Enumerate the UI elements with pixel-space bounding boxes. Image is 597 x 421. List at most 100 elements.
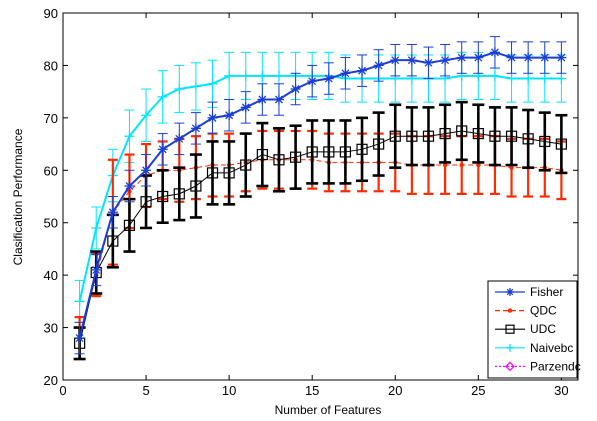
x-axis-title: Number of Features (275, 403, 382, 417)
data-point-udc (206, 167, 219, 179)
data-point-fisher-stroke (341, 69, 350, 78)
data-point-naivebc (224, 70, 235, 81)
data-point-qdc (459, 162, 464, 168)
data-point-naivebc (273, 70, 284, 81)
legend-marker-udc (505, 324, 515, 334)
series-layer (73, 36, 568, 361)
data-point-naivebc (207, 78, 218, 89)
data-point-fisher-stroke (540, 53, 549, 62)
data-point-udc (323, 146, 335, 158)
legend-item-udc: UDC (495, 322, 556, 336)
data-point-fisher-stroke (75, 334, 84, 343)
data-point-qdc-shape (476, 162, 481, 168)
data-point-udc-shape (223, 167, 235, 179)
data-point-naivebc (489, 70, 500, 81)
data-point-udc (140, 196, 152, 208)
data-point-fisher (257, 94, 268, 105)
data-point-udc-shape (339, 146, 352, 158)
data-point-udc (489, 130, 501, 142)
data-point-fisher-stroke (557, 53, 566, 62)
y-tick-label: 80 (44, 58, 58, 73)
data-point-udc-shape (489, 130, 501, 142)
data-point-fisher-stroke (374, 61, 383, 70)
y-tick-label: 40 (44, 268, 58, 283)
data-point-udc-shape (123, 219, 136, 231)
data-point-naivebc (506, 73, 517, 84)
data-point-udc (157, 190, 169, 203)
data-point-fisher (323, 73, 334, 84)
data-point-udc-shape (140, 196, 152, 208)
data-point-udc-shape (389, 130, 401, 142)
data-point-fisher-stroke (142, 166, 151, 175)
data-point-fisher (190, 123, 201, 134)
data-point-udc (539, 135, 551, 148)
data-point-udc-shape (107, 235, 119, 247)
legend: Fisher QDC UDC Naivebc Parzendc (487, 280, 581, 379)
data-point-udc (422, 130, 435, 142)
data-point-fisher-stroke (191, 124, 200, 133)
data-point-udc-shape (522, 133, 534, 145)
data-point-udc (173, 188, 185, 200)
data-point-naivebc (539, 73, 550, 84)
data-point-fisher-stroke (225, 111, 234, 120)
data-point-udc-shape (173, 188, 185, 200)
data-point-udc (256, 148, 268, 161)
data-point-naivebc (523, 73, 534, 84)
axes-layer: 0 5 10 15 20 25 30 20 30 40 50 60 70 80 90 (44, 6, 579, 398)
data-point-udc (472, 127, 484, 140)
legend-item-qdc: QDC (495, 304, 557, 318)
data-point-udc (505, 130, 518, 142)
data-point-fisher (207, 112, 218, 123)
data-point-fisher-stroke (391, 56, 400, 65)
data-point-fisher-stroke (258, 95, 267, 104)
data-point-fisher (406, 55, 417, 66)
data-point-fisher (307, 76, 318, 87)
data-point-udc (522, 133, 534, 145)
data-point-udc (456, 125, 468, 137)
data-point-udc-shape (422, 130, 435, 142)
data-point-fisher-stroke (108, 208, 117, 217)
legend-marker-fisher (506, 288, 514, 296)
x-tick-label: 15 (305, 383, 319, 398)
data-point-fisher (373, 60, 384, 71)
data-point-fisher (240, 102, 251, 113)
legend-marker-fisher-stroke (506, 288, 514, 296)
data-point-udc (273, 154, 285, 166)
data-point-fisher (74, 333, 85, 344)
data-point-udc-shape (456, 125, 468, 137)
data-point-naivebc (190, 81, 201, 92)
data-point-udc-shape (289, 151, 302, 163)
legend-label-parzendc: Parzendc (530, 359, 581, 373)
data-point-naivebc (91, 222, 102, 233)
data-point-qdc (509, 165, 514, 170)
data-point-udc (439, 127, 451, 140)
data-point-fisher-stroke (424, 58, 433, 67)
data-point-fisher-stroke (358, 66, 366, 75)
data-point-udc (107, 235, 119, 247)
data-point-udc-shape (273, 154, 285, 166)
data-point-fisher-stroke (490, 48, 499, 57)
x-tick-label: 25 (471, 383, 485, 398)
data-point-qdc-shape (509, 165, 514, 170)
data-point-fisher-stroke (208, 113, 217, 122)
data-point-udc (555, 138, 567, 150)
data-point-udc-shape (356, 143, 368, 155)
data-point-udc-shape (206, 167, 219, 179)
legend-marker-qdc-shape (507, 308, 513, 313)
data-point-naivebc (124, 131, 135, 142)
data-point-fisher (423, 57, 434, 68)
data-point-fisher (107, 207, 118, 218)
data-point-udc-shape (306, 146, 318, 158)
series-fisher (74, 36, 567, 355)
x-tick-label: 20 (388, 383, 402, 398)
y-axis-title: Clasification Performance (11, 128, 25, 265)
data-point-udc-shape (256, 148, 268, 161)
data-point-fisher-stroke (524, 53, 533, 62)
x-tick-label: 30 (554, 383, 568, 398)
x-tick-label: 5 (142, 383, 149, 398)
data-point-udc-shape (406, 130, 418, 142)
data-point-fisher (174, 133, 185, 144)
data-point-naivebc (141, 110, 152, 121)
data-point-fisher-stroke (275, 95, 283, 104)
